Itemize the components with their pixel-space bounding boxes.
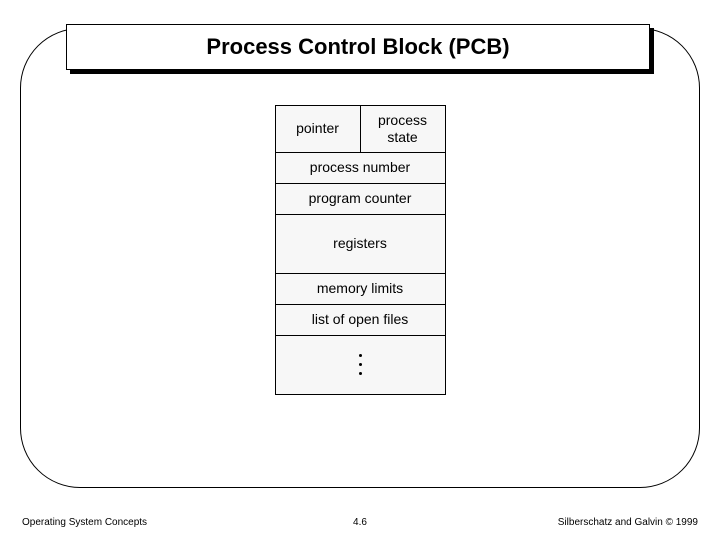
pcb-row-1: process number: [275, 152, 445, 183]
pcb-row-3: registers: [275, 214, 445, 273]
title-box: Process Control Block (PCB): [66, 24, 650, 70]
pcb-cell-process-state: process state: [360, 105, 446, 153]
pcb-row-2: program counter: [275, 183, 445, 214]
dot-icon: [359, 354, 362, 357]
pcb-cell-process-number: process number: [275, 152, 446, 184]
pcb-diagram: pointer process state process number pro…: [275, 105, 445, 394]
slide-title: Process Control Block (PCB): [206, 34, 509, 60]
pcb-row-4: memory limits: [275, 273, 445, 304]
pcb-row-6: [275, 335, 445, 394]
footer-center: 4.6: [353, 517, 367, 528]
pcb-cell-registers: registers: [275, 214, 446, 274]
pcb-row-5: list of open files: [275, 304, 445, 335]
pcb-cell-ellipsis: [275, 335, 446, 395]
footer: Operating System Concepts 4.6 Silberscha…: [22, 517, 698, 528]
pcb-cell-memory-limits: memory limits: [275, 273, 446, 305]
footer-right: Silberschatz and Galvin © 1999: [558, 517, 698, 528]
footer-left: Operating System Concepts: [22, 517, 147, 528]
dot-icon: [359, 363, 362, 366]
pcb-cell-program-counter: program counter: [275, 183, 446, 215]
pcb-cell-pointer: pointer: [275, 105, 361, 153]
pcb-cell-open-files: list of open files: [275, 304, 446, 336]
dot-icon: [359, 372, 362, 375]
pcb-row-0: pointer process state: [275, 105, 445, 152]
